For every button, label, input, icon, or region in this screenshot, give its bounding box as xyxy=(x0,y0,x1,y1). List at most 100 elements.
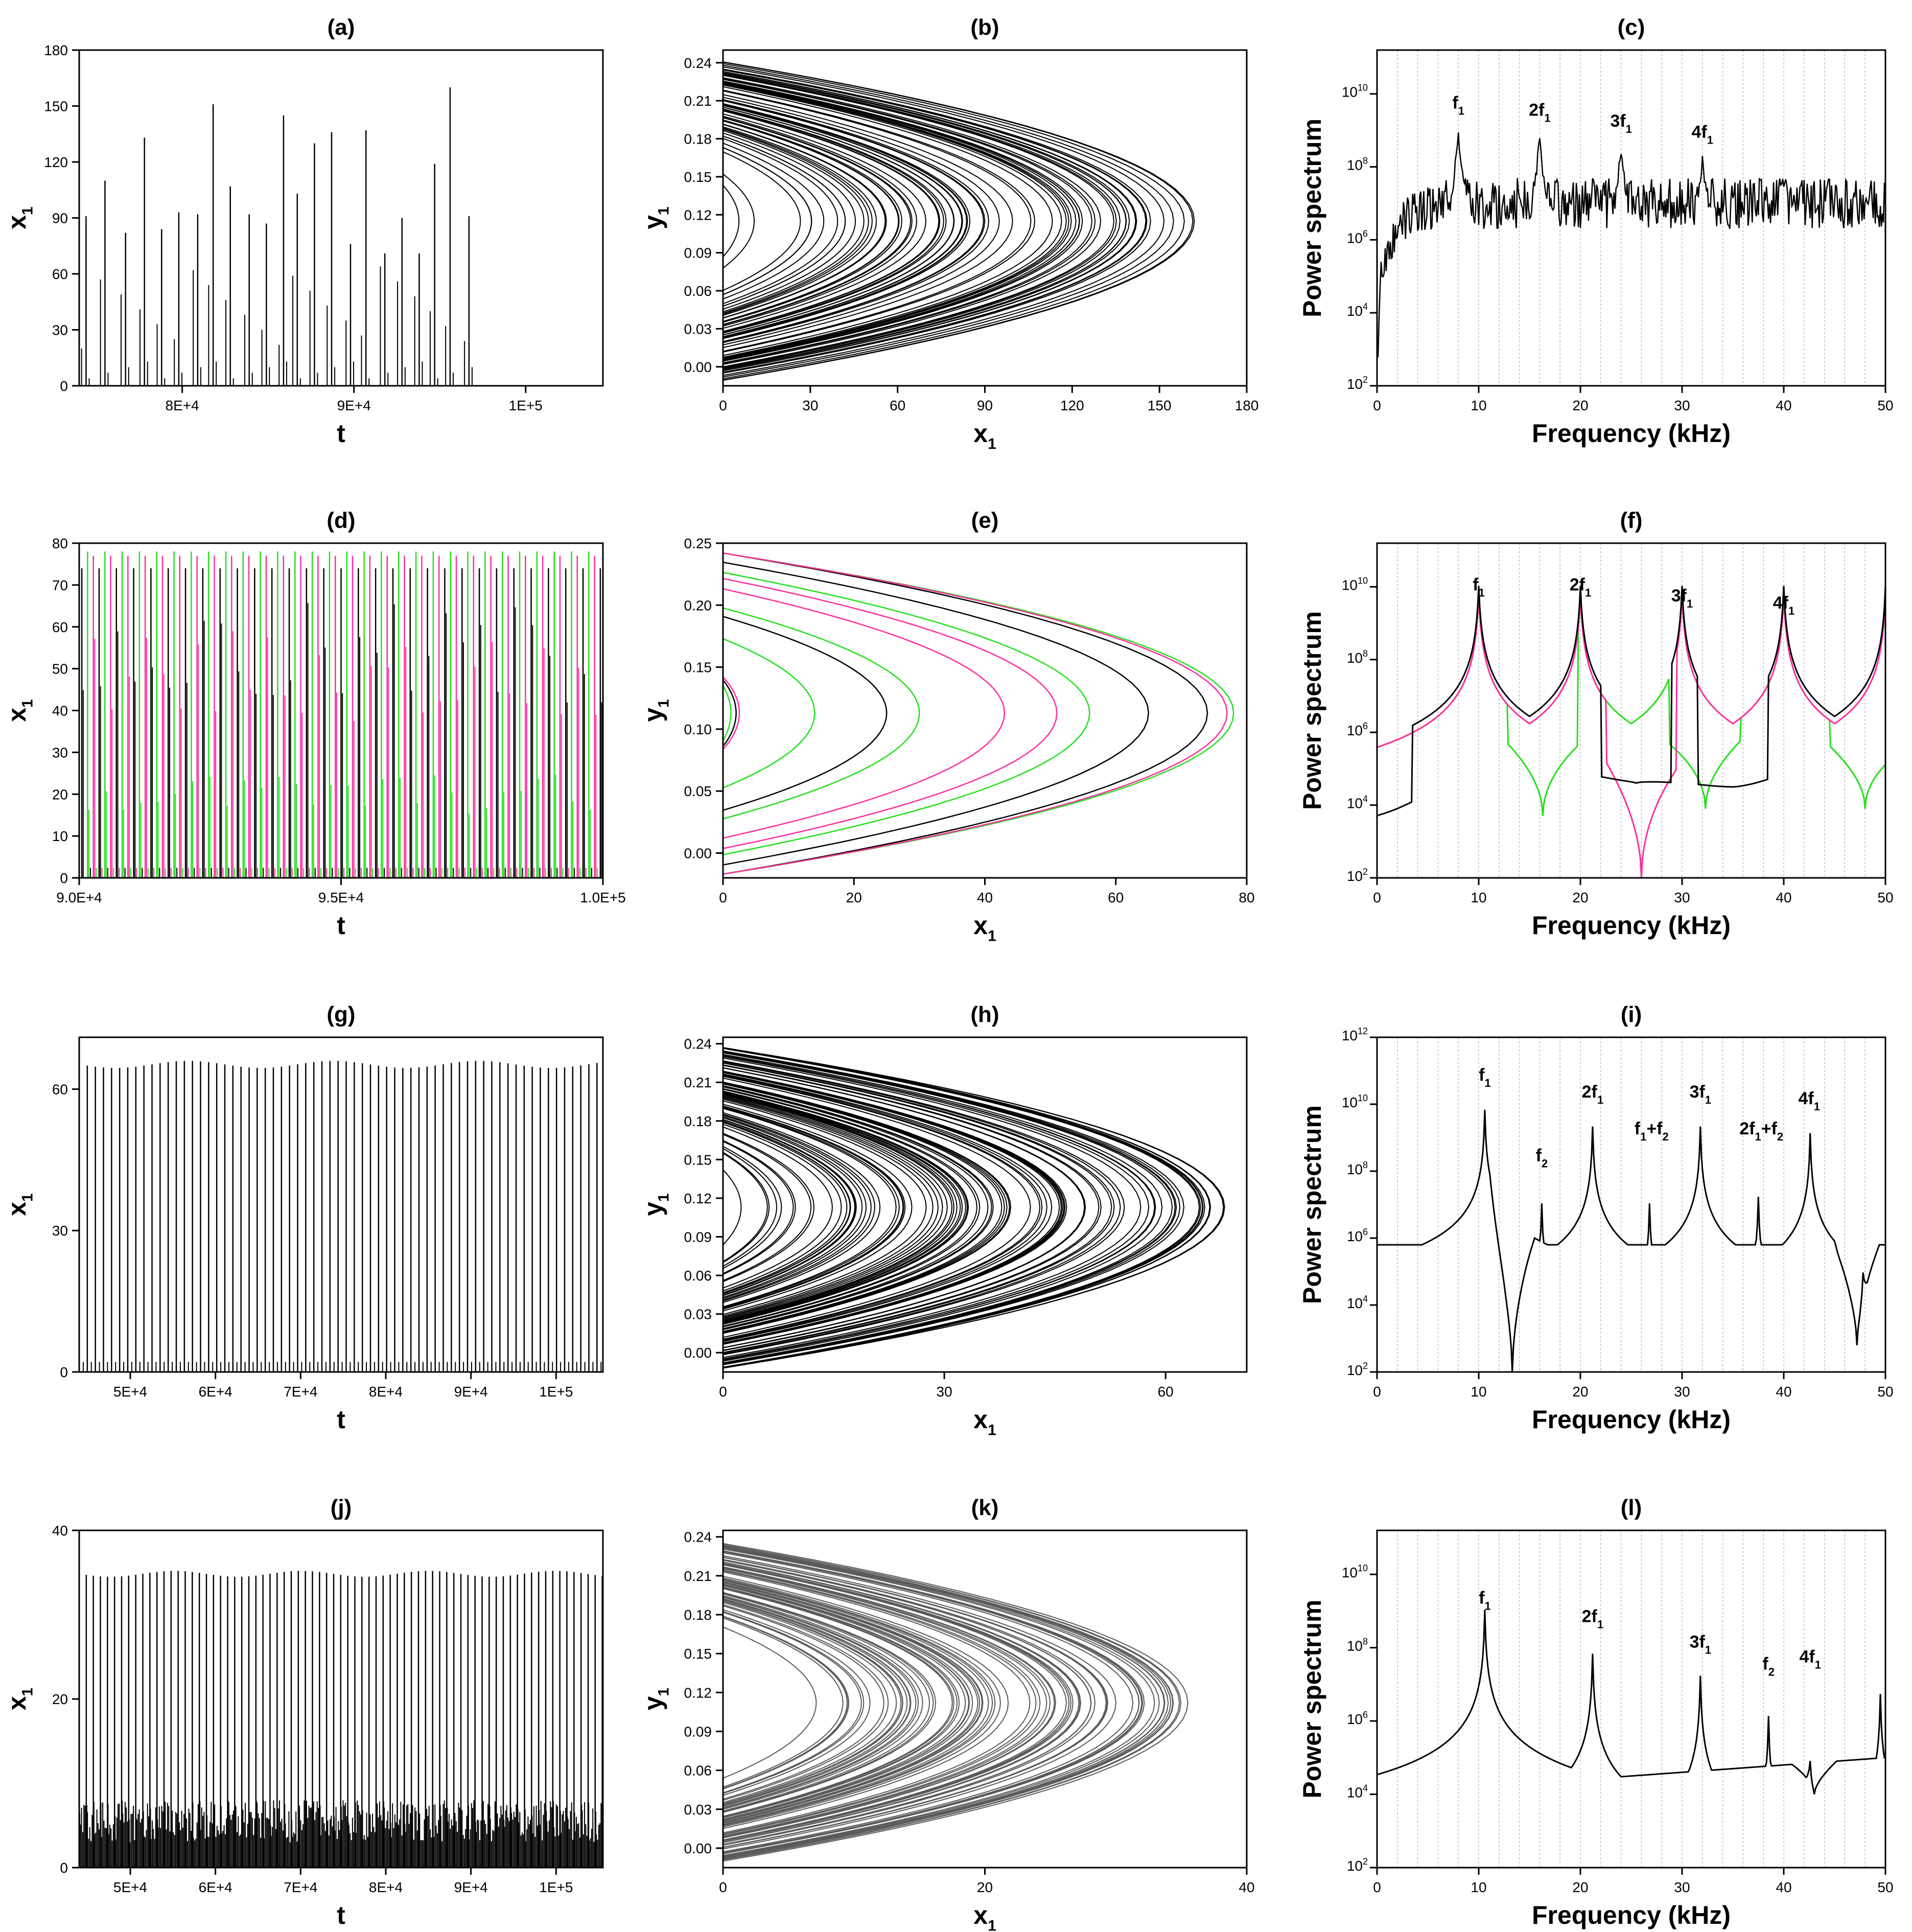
orbit xyxy=(723,108,947,334)
orbit xyxy=(723,97,1000,345)
orbit xyxy=(723,1060,1125,1356)
x-tick-label: 0 xyxy=(719,398,727,413)
y-tick-label: 0.12 xyxy=(684,1685,712,1701)
y-tick-label: 102 xyxy=(1347,1361,1368,1378)
peak-label: f2 xyxy=(1536,1146,1548,1170)
series-g-0 xyxy=(79,1061,602,1372)
x-tick-label: 40 xyxy=(977,890,993,905)
orbit xyxy=(723,83,1069,359)
orbit xyxy=(723,1586,960,1819)
orbit-set-h-0 xyxy=(723,1047,1225,1369)
panel-title: (c) xyxy=(1618,15,1645,40)
x-tick-label: 20 xyxy=(1572,890,1588,905)
y-tick-label: 104 xyxy=(1347,1294,1368,1311)
x-tick-label: 0 xyxy=(1373,890,1381,905)
y-tick-label: 0.20 xyxy=(684,597,712,613)
y-tick-label: 0.00 xyxy=(684,1841,712,1856)
y-axis-label-group: y1 xyxy=(639,1193,672,1216)
panel-b: 0 30 60 90 120 150 180 0.00 0.03 0.06 0.09 0.12 0.15… xyxy=(639,15,1258,453)
spectrum-series-f-1 xyxy=(1377,593,1885,878)
plot-area-i xyxy=(1377,1037,1885,1372)
axes-frame xyxy=(1376,542,1886,879)
orbit xyxy=(723,1051,1181,1365)
orbit xyxy=(723,1050,1185,1365)
orbit xyxy=(723,63,1185,380)
orbit xyxy=(723,1047,1204,1368)
x-axis-label: x1 xyxy=(973,911,996,945)
x-tick-label: 90 xyxy=(977,398,993,413)
axes-frame xyxy=(1376,1036,1886,1373)
orbit xyxy=(723,1626,817,1779)
peak-label: 4f1 xyxy=(1799,1089,1820,1113)
orbit xyxy=(723,1095,948,1320)
orbit xyxy=(723,1585,966,1820)
orbit-set-e-2 xyxy=(723,552,1228,875)
orbit xyxy=(723,1121,851,1295)
y-axis-label-group: Power spectrum xyxy=(1298,1105,1326,1304)
x-tick-label: 9.0E+4 xyxy=(56,890,102,905)
panel-title: (a) xyxy=(328,15,355,40)
x-tick-label: 8E+4 xyxy=(166,398,199,413)
orbit xyxy=(723,1052,1173,1364)
orbit xyxy=(723,84,1062,358)
x-tick-label: 0 xyxy=(1373,398,1381,413)
orbit xyxy=(723,143,825,300)
orbit xyxy=(723,1601,897,1803)
orbit xyxy=(723,77,1102,365)
orbit xyxy=(723,1052,1176,1364)
y-tick-label: 106 xyxy=(1347,721,1368,738)
x-tick-label: 50 xyxy=(1877,1879,1893,1895)
orbit xyxy=(723,677,740,750)
x-tick-label: 30 xyxy=(1674,1879,1690,1895)
x-tick-label: 7E+4 xyxy=(284,1879,317,1895)
x-tick-label: 0 xyxy=(1373,1879,1381,1895)
orbit xyxy=(723,1570,1037,1835)
orbit xyxy=(723,1088,977,1327)
orbit xyxy=(723,1108,897,1308)
peak-label: f1 xyxy=(1479,1065,1491,1089)
x-tick-label: 20 xyxy=(1572,398,1588,413)
y-tick-label: 0.15 xyxy=(684,1152,712,1168)
y-tick-label: 40 xyxy=(52,703,68,719)
x-tick-label: 10 xyxy=(1471,890,1486,905)
series-d-1 xyxy=(87,551,598,878)
peak-label: f2 xyxy=(1762,1655,1775,1679)
orbit xyxy=(723,1615,850,1790)
orbit xyxy=(723,1593,930,1812)
panel-title: (g) xyxy=(327,1002,355,1027)
x-tick-label: 1E+5 xyxy=(539,1384,573,1400)
orbit xyxy=(723,1588,954,1818)
x-axis-label: x1 xyxy=(973,419,996,453)
orbit xyxy=(723,1107,900,1309)
y-axis-label: y1 xyxy=(639,699,672,722)
orbit xyxy=(723,1083,1005,1333)
orbit xyxy=(723,1055,1155,1361)
x-tick-label: 20 xyxy=(846,890,862,905)
orbit xyxy=(723,106,955,336)
orbit xyxy=(723,1547,1165,1858)
orbit xyxy=(723,1581,983,1824)
orbit xyxy=(723,113,927,329)
orbit xyxy=(723,117,912,325)
orbit xyxy=(723,132,856,310)
orbit xyxy=(723,1094,953,1321)
y-tick-label: 0.25 xyxy=(684,536,712,551)
orbit xyxy=(723,616,888,811)
plot-area-h xyxy=(723,1047,1225,1369)
plot-area-a xyxy=(81,87,473,386)
orbit xyxy=(723,1071,1065,1344)
orbit-set-k-0 xyxy=(723,1543,1188,1862)
y-tick-label: 1010 xyxy=(1342,575,1368,593)
x-tick-label: 1E+5 xyxy=(509,398,543,413)
orbit xyxy=(723,1558,1096,1846)
x-tick-label: 9E+4 xyxy=(454,1879,488,1895)
orbit xyxy=(723,1543,1188,1862)
y-axis-label: y1 xyxy=(639,1193,672,1216)
orbit xyxy=(723,1114,872,1301)
y-tick-label: 0.03 xyxy=(684,321,712,337)
plot-area-c xyxy=(1377,50,1885,386)
axes-frame xyxy=(1376,1529,1886,1869)
orbit xyxy=(723,1600,902,1805)
orbit xyxy=(723,82,1077,361)
x-tick-label: 30 xyxy=(1674,890,1690,905)
